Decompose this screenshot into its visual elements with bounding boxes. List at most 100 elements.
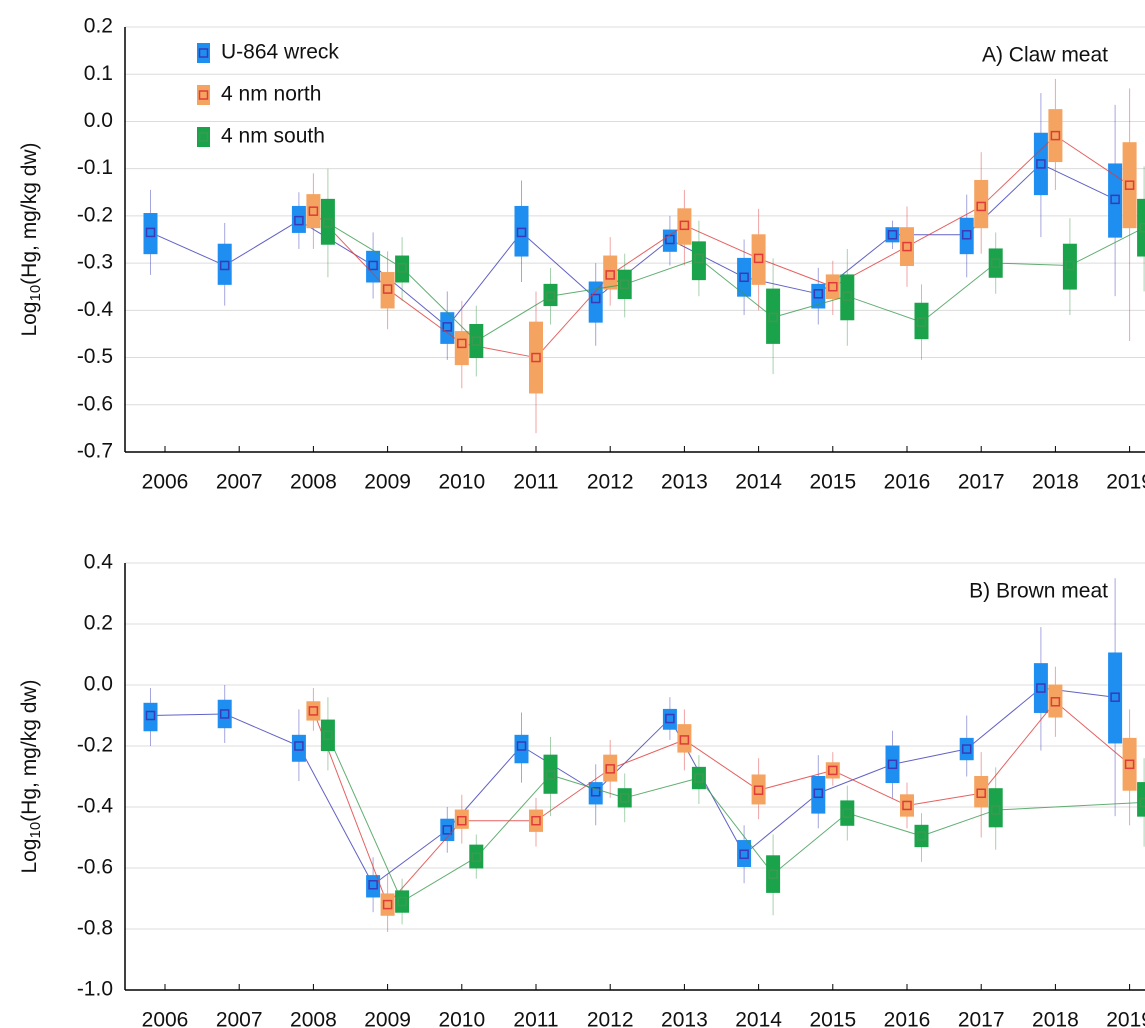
box [691,766,706,790]
median-connector [669,239,745,278]
median-marker [768,312,778,323]
median-connector [387,288,463,344]
box [885,745,900,784]
box [840,800,855,826]
box [1048,109,1063,163]
median-connector [446,232,522,328]
median-connector [684,224,759,259]
legend-marker [198,48,209,58]
box [469,324,484,359]
median-marker [294,215,304,226]
box [1108,163,1123,238]
box [691,241,706,281]
median-connector [847,812,922,837]
median-connector [535,768,611,822]
legend-swatch [197,127,210,147]
y-label-rest: (Hg, mg/kg dw) [18,679,41,821]
median-marker [605,270,615,280]
legend-marker [198,132,209,142]
median-connector [684,739,759,791]
box [380,893,395,916]
x-tick-label: 2018 [1032,1009,1079,1028]
median-connector [1040,163,1116,200]
legend-marker [198,90,209,100]
median-connector [906,792,982,806]
box [825,274,840,300]
median-marker [308,206,319,216]
median-connector [476,295,551,342]
box [751,774,766,805]
box [974,179,989,229]
median-connector [758,769,833,791]
median-connector [980,135,1056,207]
median-connector [921,809,996,837]
box [974,776,989,808]
box [900,227,914,266]
median-marker [590,293,601,304]
box [1033,132,1048,196]
box [1122,142,1137,229]
median-marker [753,785,764,795]
box [914,824,929,848]
median-connector [698,257,774,318]
x-tick-label: 2008 [290,471,337,494]
box [514,205,529,257]
box [395,890,410,913]
median-connector [906,206,982,248]
median-marker [1110,692,1120,702]
median-marker [916,317,927,327]
box [840,274,855,321]
median-marker [308,706,319,716]
legend-swatch [197,85,210,105]
legend-label: 4 nm north [221,83,321,106]
box [766,288,781,344]
x-tick-label: 2009 [364,1009,411,1028]
median-marker [368,880,378,890]
box [959,217,974,255]
median-marker [619,793,630,803]
median-marker [961,230,972,240]
median-marker [531,352,541,363]
median-marker [590,787,601,797]
median-connector [743,792,819,855]
median-marker [842,291,853,301]
median-marker [382,284,393,294]
y-tick-label: -0.5 [77,345,113,368]
median-marker [739,272,749,283]
median-marker [679,735,690,745]
box [380,272,395,309]
box [395,255,410,283]
y-tick-label: 0.0 [84,673,113,696]
box [143,702,158,732]
median-connector [475,774,551,858]
y-tick-label: -0.4 [77,298,114,321]
median-marker [842,808,853,818]
box [1137,198,1145,257]
median-connector [758,257,833,288]
median-marker [694,773,704,783]
box [603,255,618,290]
y-label-base: Log [18,302,41,337]
median-marker [990,258,1001,268]
median-marker [1036,159,1046,169]
box [751,234,766,285]
box [306,194,321,229]
median-marker [828,765,838,776]
median-marker [294,741,304,751]
median-marker [1139,222,1145,233]
box [737,840,752,867]
box [737,257,752,297]
median-connector [224,220,300,266]
x-tick-label: 2015 [809,1009,856,1028]
x-tick-label: 2013 [661,471,708,494]
median-marker [916,831,927,841]
y-tick-label: -1.0 [77,978,113,1001]
legend-swatch [197,43,210,63]
median-marker [219,709,230,719]
y-tick-label: 0.1 [84,62,113,85]
median-connector [921,262,997,323]
median-connector [1055,135,1130,186]
median-marker [961,744,972,754]
box [217,699,232,729]
